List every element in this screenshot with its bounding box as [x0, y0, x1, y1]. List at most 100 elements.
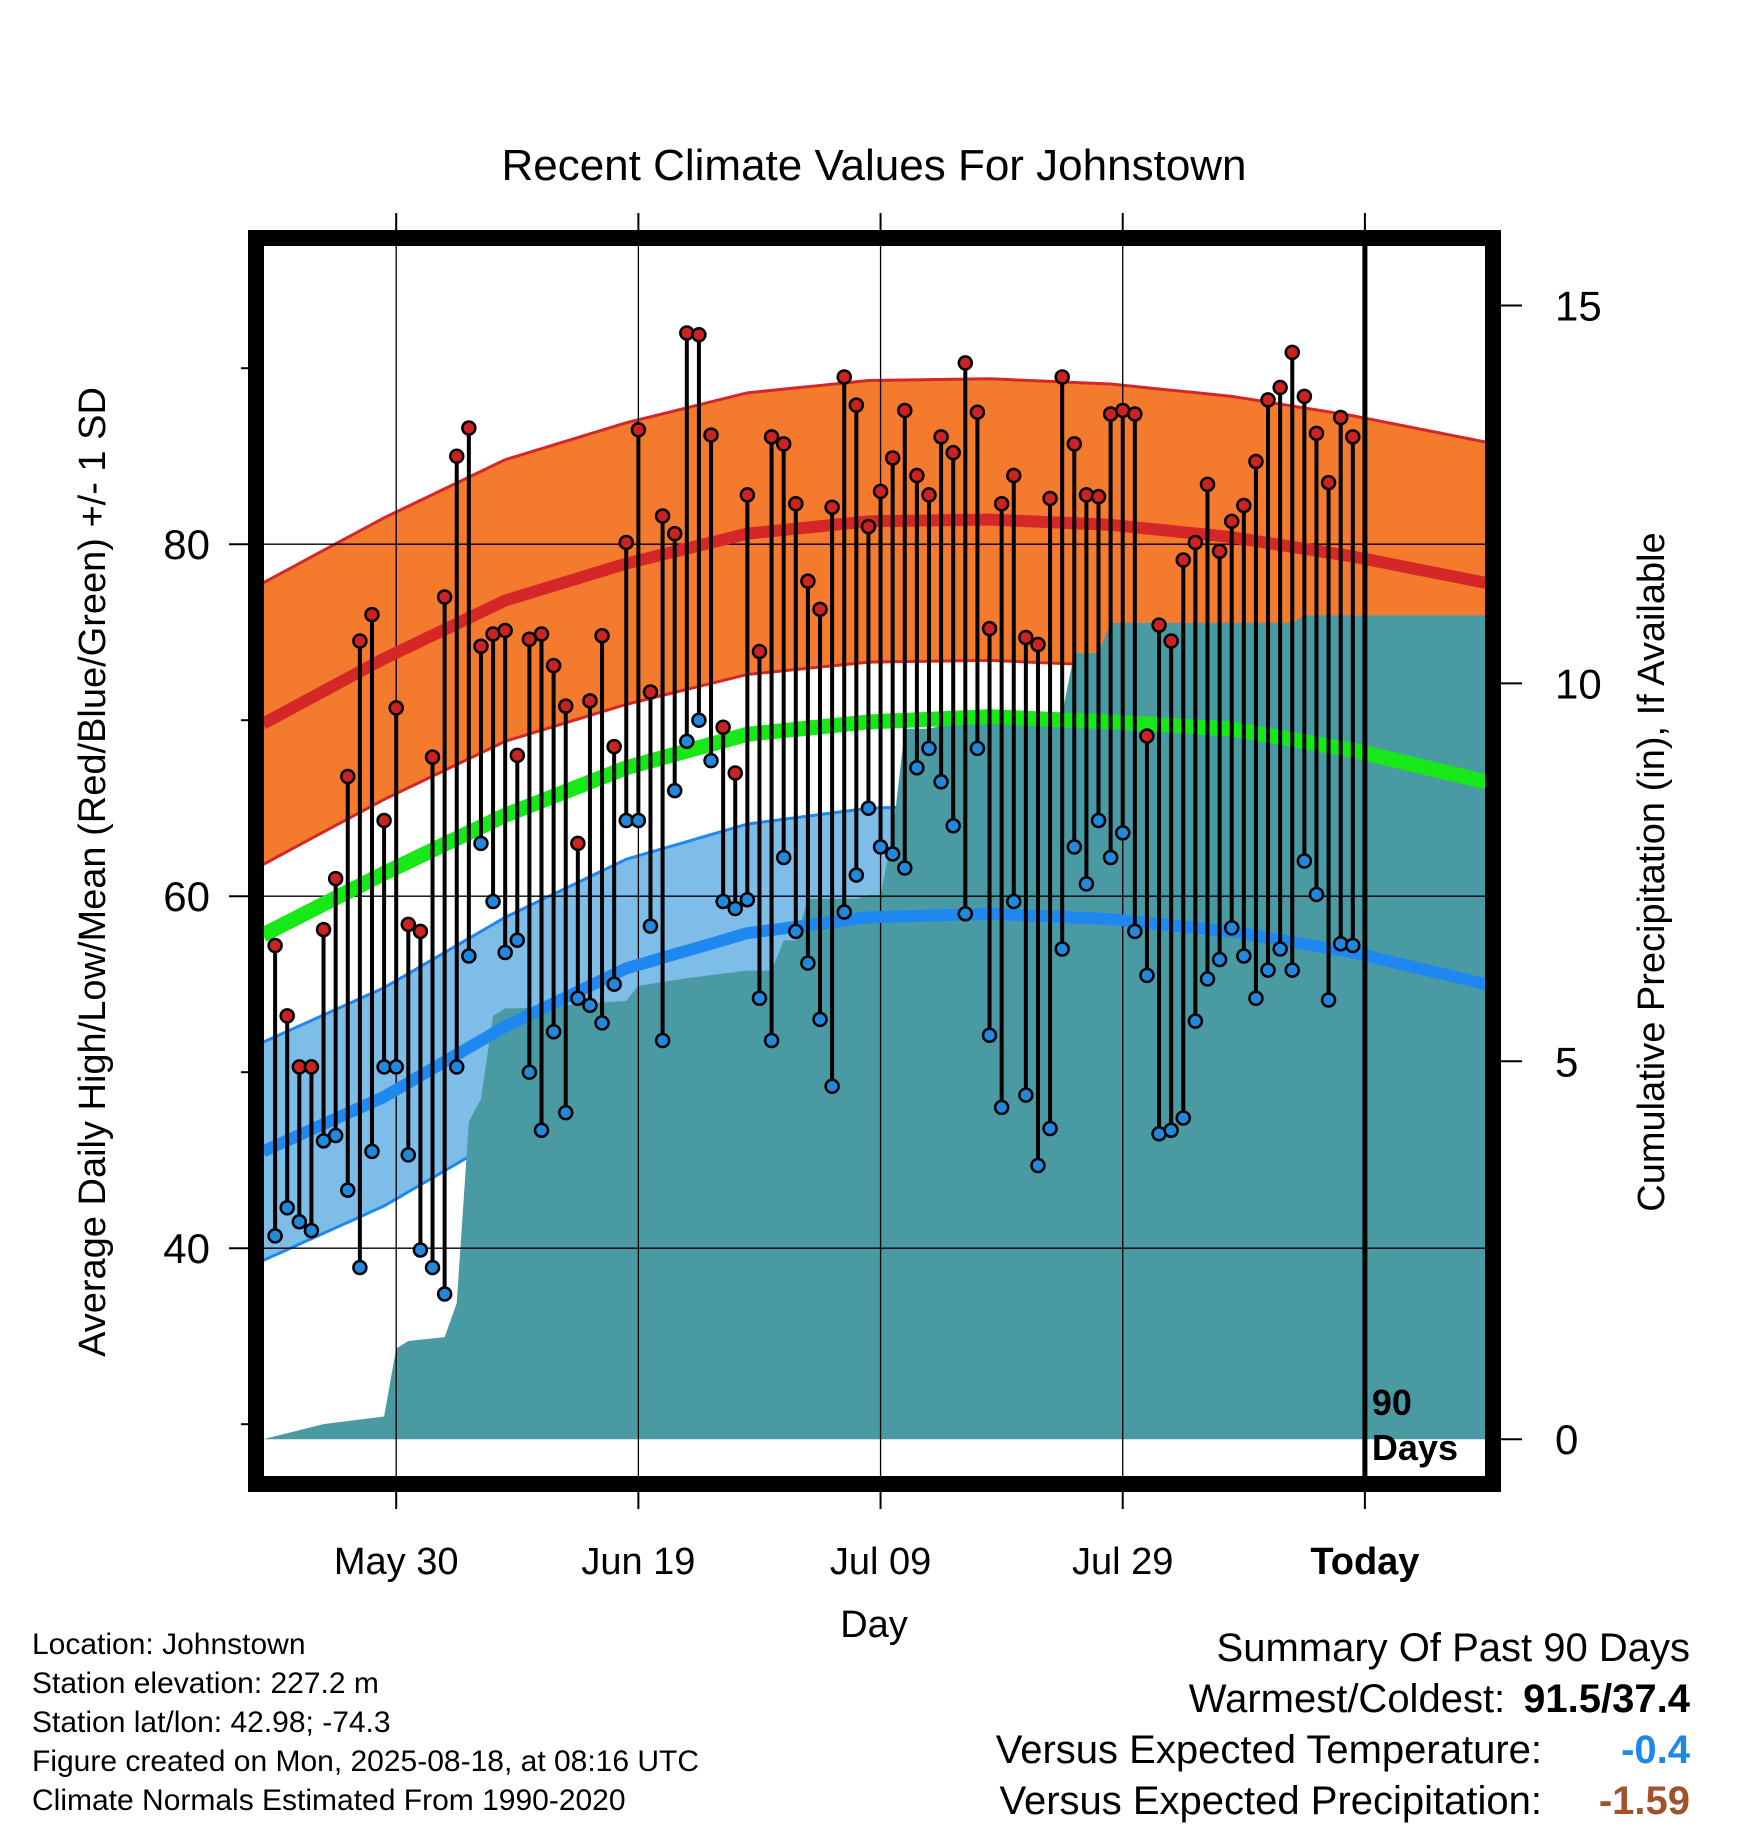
low-point — [557, 1104, 574, 1121]
daily-range-bars — [267, 325, 1361, 1302]
high-point — [1187, 534, 1204, 551]
high-point — [1260, 392, 1276, 408]
low-point — [957, 906, 974, 922]
low-point — [485, 893, 501, 910]
info-created: Figure created on Mon, 2025-08-18, at 08… — [32, 1745, 700, 1778]
high-point — [364, 606, 380, 623]
high-point — [933, 429, 949, 445]
low-point — [1187, 1013, 1204, 1029]
high-point — [848, 397, 865, 413]
low-point — [327, 1127, 344, 1144]
high-point — [352, 633, 368, 649]
precip-tick-label: 0 — [1555, 1416, 1578, 1463]
low-point — [1332, 935, 1349, 952]
low-point — [1127, 923, 1143, 940]
low-point — [921, 740, 937, 757]
low-point — [364, 1143, 380, 1160]
high-point — [424, 749, 441, 765]
low-point — [1139, 967, 1155, 984]
low-point — [1054, 941, 1070, 957]
low-point — [654, 1032, 671, 1049]
low-point — [448, 1059, 465, 1075]
high-point — [557, 698, 574, 714]
low-point — [1211, 951, 1228, 968]
high-point — [897, 402, 913, 419]
low-point — [1102, 849, 1119, 866]
high-point — [788, 495, 804, 512]
summary-heading: Summary Of Past 90 Days — [1216, 1626, 1690, 1670]
plot-frame — [248, 230, 1501, 1492]
low-point — [1308, 886, 1325, 903]
precip-tick-label: 5 — [1555, 1038, 1578, 1085]
high-point — [1296, 388, 1313, 405]
low-point — [1018, 1087, 1034, 1103]
low-point — [933, 774, 949, 790]
high-point — [606, 738, 622, 755]
low-point — [424, 1259, 441, 1276]
high-point — [388, 700, 404, 716]
high-point — [473, 638, 489, 655]
low-point — [727, 900, 743, 917]
high-point — [340, 768, 356, 785]
x-axis-label: Day — [840, 1604, 908, 1646]
high-point — [1248, 453, 1264, 470]
x-tick-label: Jul 29 — [1072, 1541, 1173, 1583]
high-point — [836, 369, 852, 385]
today-days-label: 90 — [1372, 1382, 1412, 1423]
high-point — [1090, 488, 1107, 505]
high-point — [1054, 369, 1070, 385]
low-point — [1066, 839, 1083, 855]
high-point — [1332, 409, 1349, 426]
summary-warm-cold-value: 91.5/37.4 — [1523, 1677, 1690, 1721]
high-point — [921, 487, 937, 503]
x-tick-label: Jul 09 — [830, 1541, 931, 1583]
high-point — [1272, 379, 1288, 396]
low-point — [788, 923, 804, 940]
station-info: Location: Johnstown Station elevation: 2… — [32, 1625, 699, 1820]
high-point — [691, 327, 707, 343]
precip-tick-label: 10 — [1555, 660, 1602, 707]
high-point — [436, 589, 453, 605]
high-point — [1151, 617, 1167, 633]
low-point — [461, 948, 477, 964]
high-point — [981, 620, 998, 637]
high-point — [279, 1008, 295, 1024]
high-point — [1127, 406, 1143, 422]
high-point — [1345, 429, 1361, 445]
high-point — [570, 835, 586, 852]
low-point — [1175, 1110, 1192, 1126]
low-point — [1030, 1157, 1046, 1174]
low-point — [1320, 992, 1337, 1008]
low-point — [1042, 1120, 1058, 1137]
precipitation-fill — [263, 615, 1486, 1440]
high-point — [654, 508, 671, 524]
y-axis-label-right: Cumulative Precipitation (in), If Availa… — [1631, 532, 1673, 1211]
info-location: Location: Johnstown — [32, 1628, 306, 1661]
low-point — [1090, 812, 1107, 829]
info-normals: Climate Normals Estimated From 1990-2020 — [32, 1784, 626, 1817]
low-point — [860, 800, 877, 816]
high-point — [969, 404, 986, 420]
low-point — [1236, 948, 1252, 964]
high-normal-line — [260, 513, 1488, 730]
axes: 40 60 80 0 5 10 15 May 30 Jun 19 Jul 09 Jul 29 Toda… — [163, 213, 1602, 1583]
mean-normal-line — [259, 709, 1488, 942]
low-point — [436, 1286, 453, 1302]
high-point — [1006, 467, 1022, 484]
low-point — [509, 932, 526, 948]
low-point — [763, 1032, 780, 1049]
low-point — [267, 1228, 283, 1244]
high-point — [1030, 636, 1046, 653]
high-point — [630, 422, 647, 438]
low-point — [751, 990, 768, 1007]
low-point — [739, 891, 756, 908]
low-point — [497, 944, 513, 961]
high-point — [715, 719, 731, 735]
low-point — [1284, 962, 1301, 978]
high-point — [1308, 425, 1325, 442]
chart-title: Recent Climate Values For Johnstown — [501, 141, 1246, 190]
low-point — [352, 1259, 368, 1276]
high-point — [957, 355, 974, 371]
summary-temp-value: -0.4 — [1621, 1728, 1690, 1772]
